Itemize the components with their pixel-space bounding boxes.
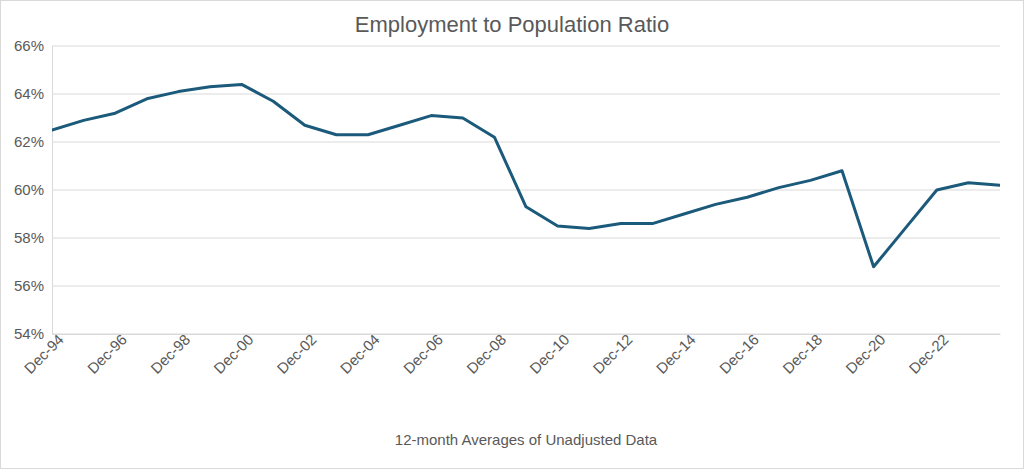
x-tick: Dec-10 xyxy=(526,331,572,377)
y-tick-label: 64% xyxy=(14,85,44,102)
y-tick: 58% xyxy=(14,229,52,246)
y-tick: 60% xyxy=(14,181,52,198)
x-tick-label: Dec-06 xyxy=(400,331,446,377)
grid xyxy=(52,46,1000,334)
x-tick: Dec-06 xyxy=(400,331,446,377)
grid-line xyxy=(52,94,1000,95)
y-tick-label: 66% xyxy=(14,37,44,54)
grid-line xyxy=(52,238,1000,239)
y-tick: 56% xyxy=(14,277,52,294)
grid-line xyxy=(52,46,1000,47)
x-axis-line xyxy=(53,334,1001,335)
x-tick-label: Dec-00 xyxy=(210,331,256,377)
y-tick-label: 56% xyxy=(14,277,44,294)
x-tick: Dec-16 xyxy=(716,331,762,377)
y-tick-label: 60% xyxy=(14,181,44,198)
grid-line xyxy=(52,142,1000,143)
y-tick-label: 62% xyxy=(14,133,44,150)
x-tick: Dec-14 xyxy=(653,331,699,377)
y-axis-line xyxy=(52,47,53,335)
x-tick-label: Dec-22 xyxy=(905,331,951,377)
y-tick: 64% xyxy=(14,85,52,102)
x-tick: Dec-98 xyxy=(147,331,193,377)
x-tick-label: Dec-04 xyxy=(337,331,383,377)
y-axis: 54% 56% 58% 60% 62% 64% 66% xyxy=(14,37,53,342)
chart-frame xyxy=(1,1,1024,469)
x-tick: Dec-18 xyxy=(779,331,825,377)
x-tick-label: Dec-98 xyxy=(147,331,193,377)
x-tick: Dec-22 xyxy=(905,331,951,377)
x-tick-label: Dec-14 xyxy=(653,331,699,377)
y-tick-label: 54% xyxy=(14,325,44,342)
x-tick: Dec-08 xyxy=(463,331,509,377)
x-tick-label: Dec-18 xyxy=(779,331,825,377)
x-tick: Dec-20 xyxy=(842,331,888,377)
chart-title: Employment to Population Ratio xyxy=(355,12,669,37)
x-tick-label: Dec-12 xyxy=(589,331,635,377)
x-tick: Dec-12 xyxy=(589,331,635,377)
series-line xyxy=(52,84,1000,266)
grid-line xyxy=(52,286,1000,287)
x-tick: Dec-96 xyxy=(84,331,130,377)
plot-area xyxy=(52,84,1000,266)
x-axis: Dec-94 Dec-96 Dec-98 Dec-00 Dec-02 Dec-04 Dec-… xyxy=(21,331,1001,377)
x-tick: Dec-04 xyxy=(337,331,383,377)
x-tick: Dec-00 xyxy=(210,331,256,377)
x-tick-label: Dec-94 xyxy=(21,331,67,377)
grid-line xyxy=(52,190,1000,191)
x-tick: Dec-02 xyxy=(273,331,319,377)
x-axis-title: 12-month Averages of Unadjusted Data xyxy=(395,431,658,448)
y-tick: 66% xyxy=(14,37,52,54)
x-tick-label: Dec-16 xyxy=(716,331,762,377)
x-tick: Dec-94 xyxy=(21,331,67,377)
y-tick-label: 58% xyxy=(14,229,44,246)
chart: 54%56%58%60%62%64%66%Dec-94Dec-96Dec-98D… xyxy=(0,0,1024,469)
grid-line xyxy=(52,334,1000,335)
x-tick-label: Dec-02 xyxy=(273,331,319,377)
x-tick-label: Dec-08 xyxy=(463,331,509,377)
x-tick-label: Dec-20 xyxy=(842,331,888,377)
y-tick: 62% xyxy=(14,133,52,150)
x-tick-label: Dec-96 xyxy=(84,331,130,377)
x-tick-label: Dec-10 xyxy=(526,331,572,377)
